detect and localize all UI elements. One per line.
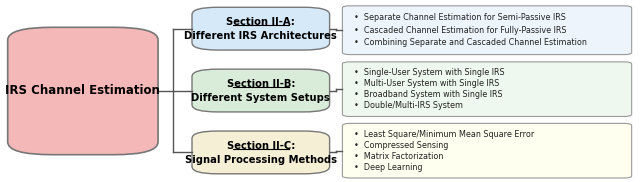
Text: •  Double/Multi-IRS System: • Double/Multi-IRS System (354, 101, 463, 110)
FancyBboxPatch shape (192, 69, 330, 112)
Text: •  Multi-User System with Single IRS: • Multi-User System with Single IRS (354, 79, 499, 88)
Text: •  Broadband System with Single IRS: • Broadband System with Single IRS (354, 90, 502, 99)
Text: Different System Setups: Different System Setups (191, 93, 330, 103)
Text: •  Matrix Factorization: • Matrix Factorization (354, 152, 444, 161)
Text: Different IRS Architectures: Different IRS Architectures (184, 31, 337, 41)
FancyBboxPatch shape (192, 131, 330, 174)
Text: Section II-C:: Section II-C: (227, 141, 295, 151)
Text: •  Single-User System with Single IRS: • Single-User System with Single IRS (354, 68, 504, 77)
Text: Section II-B:: Section II-B: (227, 79, 295, 89)
FancyBboxPatch shape (342, 62, 632, 116)
Text: •  Combining Separate and Cascaded Channel Estimation: • Combining Separate and Cascaded Channe… (354, 38, 587, 47)
Text: •  Compressed Sensing: • Compressed Sensing (354, 141, 448, 150)
Text: •  Deep Learning: • Deep Learning (354, 163, 422, 172)
Text: •  Least Square/Minimum Mean Square Error: • Least Square/Minimum Mean Square Error (354, 130, 534, 139)
Text: •  Separate Channel Estimation for Semi-Passive IRS: • Separate Channel Estimation for Semi-P… (354, 13, 566, 22)
FancyBboxPatch shape (342, 123, 632, 178)
FancyBboxPatch shape (192, 7, 330, 50)
Text: Signal Processing Methods: Signal Processing Methods (185, 155, 337, 165)
Text: IRS Channel Estimation: IRS Channel Estimation (6, 84, 160, 98)
Text: •  Cascaded Channel Estimation for Fully-Passive IRS: • Cascaded Channel Estimation for Fully-… (354, 26, 566, 35)
Text: Section II-A:: Section II-A: (227, 17, 295, 27)
FancyBboxPatch shape (342, 6, 632, 55)
FancyBboxPatch shape (8, 27, 158, 155)
